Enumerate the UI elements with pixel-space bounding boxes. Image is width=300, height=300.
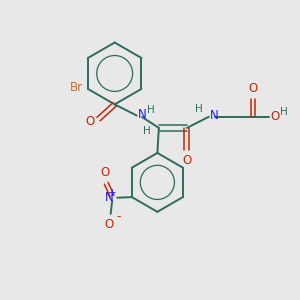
Text: O: O (105, 218, 114, 231)
Text: -: - (117, 210, 121, 223)
Text: H: H (147, 105, 155, 115)
Text: O: O (271, 110, 280, 123)
Text: H: H (195, 104, 203, 114)
Text: N: N (210, 109, 219, 122)
Text: N: N (138, 108, 147, 121)
Text: Br: Br (70, 81, 83, 94)
Text: H: H (143, 126, 151, 136)
Text: O: O (248, 82, 258, 95)
Text: H: H (280, 107, 288, 117)
Text: O: O (182, 154, 191, 167)
Text: +: + (108, 188, 117, 198)
Text: N: N (105, 191, 114, 204)
Text: O: O (86, 115, 95, 128)
Text: O: O (100, 166, 110, 179)
